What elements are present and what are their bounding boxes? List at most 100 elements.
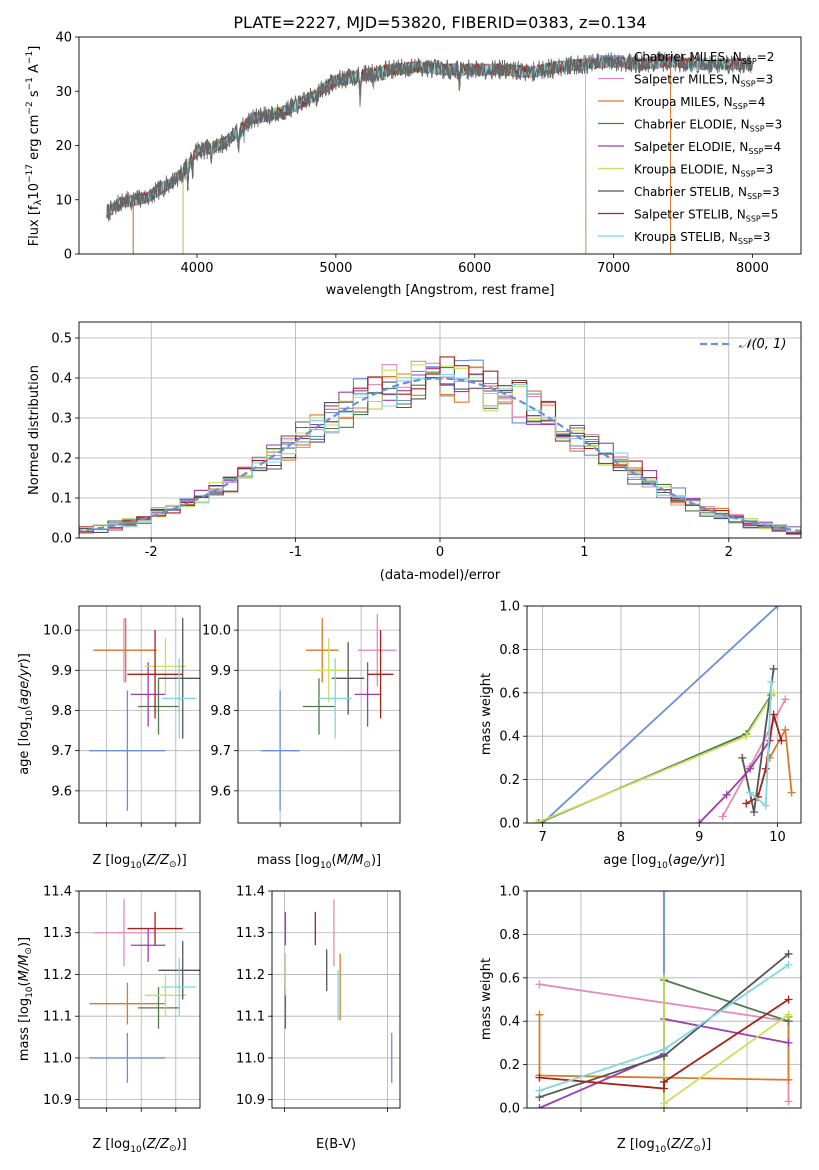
y-tick-label: 10.0 xyxy=(202,624,231,639)
spectrum-model-elodie-chabrier xyxy=(182,58,587,254)
y-tick-label: 0.6 xyxy=(499,971,520,986)
error-bar-stelib-chabrier xyxy=(158,618,200,739)
legend-label: 𝒩(0, 1) xyxy=(739,337,786,352)
y-tick-label: 11.3 xyxy=(43,926,72,941)
weight-marker xyxy=(535,1010,544,1019)
y-tick-label: 9.9 xyxy=(51,664,72,679)
mass-vs-ebv-panel: 10.9 11.0 11.1 11.2 11.3 11.4 E(B-V) xyxy=(236,885,401,1152)
error-bar-stelib-chabrier xyxy=(158,941,200,1000)
weight-marker xyxy=(660,1077,668,1086)
error-bar-stelib-salpeter xyxy=(367,630,394,719)
y-tick-label: 0.0 xyxy=(499,817,520,832)
plot-area xyxy=(89,899,200,1083)
y-tick-label: 0.4 xyxy=(499,1015,520,1030)
weight-series-elodie-kroupa xyxy=(532,688,778,823)
weight-marker xyxy=(761,764,770,773)
error-bar-miles-kroupa xyxy=(89,982,166,1025)
weight-marker xyxy=(784,1038,793,1047)
x-axis-label: age [log10(age/yr)] xyxy=(603,853,725,871)
weight-line xyxy=(698,739,771,823)
weight-marker xyxy=(746,788,755,797)
spectrum-model-miles-salpeter xyxy=(132,55,671,254)
y-axis-label: Normed distribution xyxy=(27,365,42,495)
weight-marker xyxy=(761,801,770,810)
y-tick-label: 10 xyxy=(55,193,72,208)
x-tick-label: 8 xyxy=(617,830,625,845)
y-tick-label: 0.2 xyxy=(499,773,520,788)
axes-frame xyxy=(237,605,401,824)
y-tick-label: 0.2 xyxy=(499,1058,520,1073)
weight-line xyxy=(538,694,773,823)
x-tick-label: 9 xyxy=(695,830,703,845)
y-tick-label: 0.1 xyxy=(51,492,72,507)
legend-label: Chabrier MILES, NSSP=2 xyxy=(634,50,774,66)
error-bar-elodie-salpeter xyxy=(354,662,381,727)
weight-marker xyxy=(535,1086,544,1095)
y-axis-label: mass [log10(M/M⊙)] xyxy=(17,937,35,1061)
y-tick-label: 0.0 xyxy=(499,1102,520,1117)
legend-label: Kroupa ELODIE, NSSP=3 xyxy=(634,163,773,179)
axes-frame xyxy=(78,605,201,824)
error-bar-miles-chabrier xyxy=(89,690,166,811)
error-bar-miles-salpeter xyxy=(357,614,397,687)
x-axis-label: wavelength [Angstrom, rest frame] xyxy=(326,283,555,298)
weight-marker xyxy=(769,710,778,719)
error-bar-stelib-chabrier xyxy=(331,642,365,715)
weight-marker xyxy=(784,949,793,958)
error-bar-elodie-salpeter xyxy=(130,662,166,727)
weight-marker xyxy=(660,891,668,895)
y-tick-label: 40 xyxy=(55,31,72,46)
y-tick-label: 10.9 xyxy=(43,1093,72,1108)
weight-marker xyxy=(773,606,782,610)
weight-marker xyxy=(784,960,793,969)
x-tick-label: 1 xyxy=(580,545,588,560)
weight-series-miles-kroupa xyxy=(765,725,796,797)
x-tick-label: -2 xyxy=(145,545,158,560)
y-tick-label: 9.6 xyxy=(210,784,231,799)
y-axis-label: mass weight xyxy=(479,958,494,1040)
weight-line xyxy=(536,692,775,823)
error-bar-elodie-kroupa xyxy=(144,974,187,1017)
error-bar-elodie-chabrier xyxy=(137,986,180,1029)
y-tick-label: 9.8 xyxy=(51,704,72,719)
y-tick-label: 0.4 xyxy=(499,730,520,745)
y-tick-label: 20 xyxy=(55,139,72,154)
y-tick-label: 11.0 xyxy=(236,1051,265,1066)
weight-marker xyxy=(660,1099,668,1108)
plot-area xyxy=(284,899,393,1083)
x-tick-label: 7 xyxy=(539,830,547,845)
spectrum-data-line xyxy=(106,51,753,222)
weight-marker xyxy=(660,1045,668,1054)
y-tick-label: 0.3 xyxy=(51,412,72,427)
legend-label: Salpeter MILES, NSSP=3 xyxy=(634,73,773,89)
weight-marker xyxy=(695,819,704,823)
figure-title: PLATE=2227, MJD=53820, FIBERID=0383, z=0… xyxy=(233,13,646,32)
weight-marker xyxy=(535,1073,544,1082)
y-tick-label: 11.1 xyxy=(43,1010,72,1025)
x-tick-label: 0 xyxy=(436,545,444,560)
weight-series-stelib-kroupa xyxy=(535,960,793,1095)
error-bar-elodie-kroupa xyxy=(144,638,187,695)
weight-series-elodie-kroupa xyxy=(660,973,793,1108)
spectrum-model-elodie-salpeter xyxy=(182,58,587,254)
weight-series-miles-salpeter xyxy=(718,695,790,821)
axes-frame xyxy=(78,36,802,255)
plot-area xyxy=(260,614,397,811)
x-axis-label: Z [log10(Z/Z⊙)] xyxy=(92,853,186,871)
weight-line xyxy=(542,606,779,823)
weight-series-stelib-chabrier xyxy=(738,664,778,817)
x-tick-label: 4000 xyxy=(180,261,213,276)
y-axis-label: mass weight xyxy=(479,673,494,755)
y-tick-label: 9.9 xyxy=(210,664,231,679)
x-axis-label: Z [log10(Z/Z⊙)] xyxy=(92,1137,186,1155)
y-tick-label: 9.8 xyxy=(210,704,231,719)
weight-series-miles-chabrier xyxy=(538,606,782,823)
spectrum-model-miles-chabrier xyxy=(132,55,671,254)
weight-series-stelib-salpeter xyxy=(535,995,793,1093)
weight-marker xyxy=(784,1075,793,1084)
error-bar-elodie-chabrier xyxy=(302,678,336,735)
error-bar-elodie-kroupa xyxy=(312,638,345,703)
error-bar-miles-kroupa xyxy=(306,618,339,683)
weight-marker xyxy=(532,819,541,823)
